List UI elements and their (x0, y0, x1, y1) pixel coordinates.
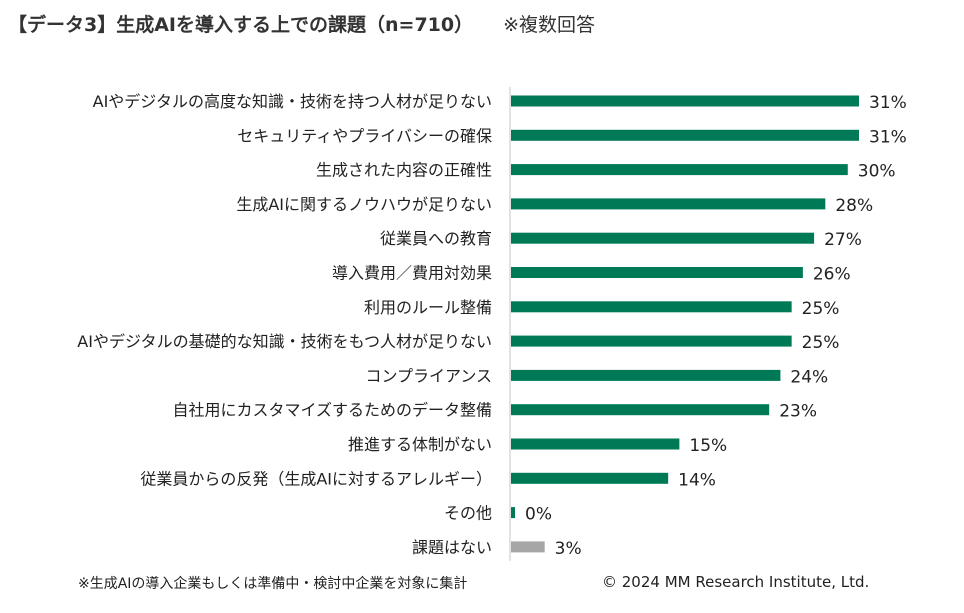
bar (511, 301, 792, 313)
category-label: 従業員への教育 (380, 229, 492, 248)
bar (511, 198, 826, 210)
category-label: 導入費用／費用対効果 (332, 264, 492, 283)
category-label: AIやデジタルの基礎的な知識・技術をもつ人材が足りない (77, 332, 492, 351)
bar (511, 472, 669, 484)
value-label: 28% (835, 196, 873, 216)
bar (511, 404, 770, 416)
value-label: 31% (869, 93, 907, 113)
bar (511, 507, 515, 519)
category-label: その他 (444, 504, 492, 523)
category-label: コンプライアンス (365, 366, 492, 385)
chart-title-note: ※複数回答 (503, 14, 596, 36)
bar (511, 369, 781, 381)
value-label: 15% (689, 436, 727, 456)
category-label: 利用のルール整備 (364, 298, 492, 317)
value-label: 3% (555, 539, 582, 559)
value-label: 25% (802, 299, 840, 319)
category-label: 生成された内容の正確性 (316, 161, 492, 180)
value-label: 25% (802, 333, 840, 353)
bar (511, 541, 545, 553)
category-label: 課題はない (412, 538, 492, 557)
category-label: セキュリティやプライバシーの確保 (237, 126, 492, 145)
value-label: 24% (790, 367, 828, 387)
chart-title-text: 【データ3】生成AIを導入する上での課題（n=710） (8, 14, 474, 36)
category-label: AIやデジタルの高度な知識・技術を持つ人材が足りない (93, 92, 492, 111)
bar (511, 164, 848, 176)
footnote: ※生成AIの導入企業もしくは準備中・検討中企業を対象に集計 (78, 576, 468, 592)
value-label: 27% (824, 230, 862, 250)
bar (511, 335, 792, 347)
bar (511, 95, 859, 107)
value-label: 14% (678, 470, 716, 490)
category-label: 生成AIに関するノウハウが足りない (236, 195, 492, 214)
category-label: 推進する体制がない (348, 435, 492, 454)
category-label: 自社用にカスタマイズするためのデータ整備 (172, 401, 492, 420)
chart-title: 【データ3】生成AIを導入する上での課題（n=710） ※複数回答 (8, 10, 595, 37)
value-label: 26% (813, 265, 851, 285)
value-label: 23% (779, 402, 817, 422)
category-label: 従業員からの反発（生成AIに対するアレルギー） (140, 469, 492, 488)
bar (511, 232, 815, 244)
value-label: 30% (858, 162, 896, 182)
bar (511, 438, 680, 450)
bar (511, 129, 859, 141)
value-label: 0% (525, 505, 552, 525)
value-label: 31% (869, 127, 907, 147)
copyright: © 2024 MM Research Institute, Ltd. (602, 573, 870, 591)
bar (511, 267, 803, 278)
